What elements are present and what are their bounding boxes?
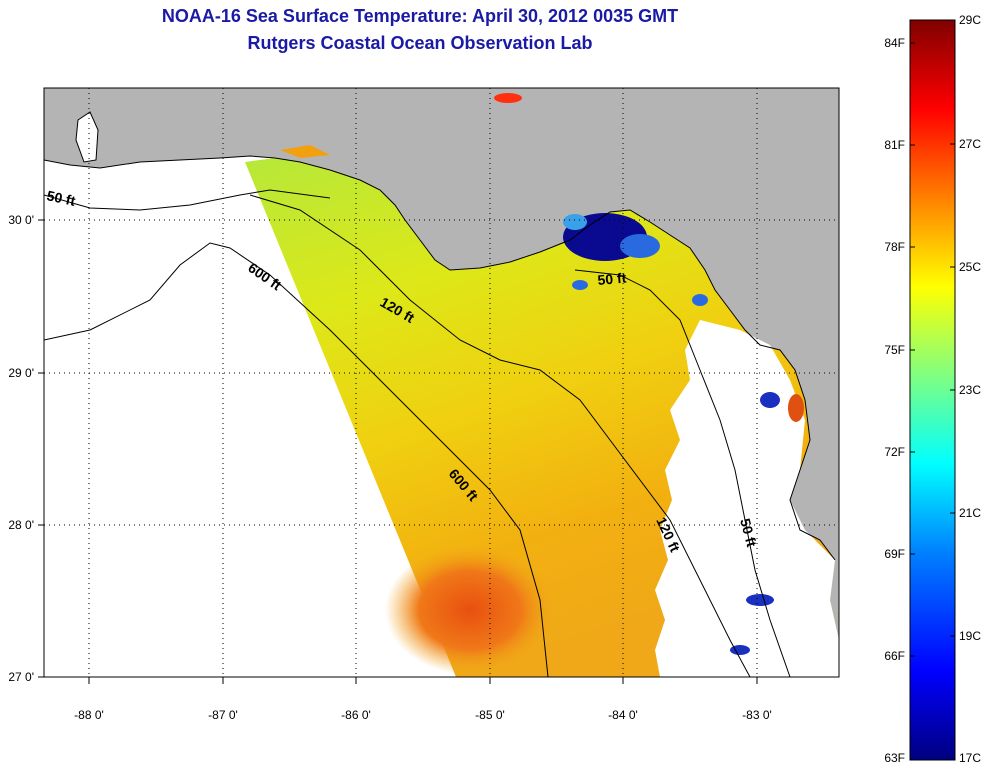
colorbar-c-label: 17C bbox=[959, 751, 981, 765]
colorbar-c-label: 27C bbox=[959, 137, 981, 151]
coastline bbox=[44, 155, 836, 561]
colorbar-f-label: 81F bbox=[884, 138, 905, 152]
contour-label: 50 ft bbox=[597, 270, 627, 288]
warm-water-patch bbox=[385, 545, 555, 675]
graticule bbox=[44, 88, 839, 677]
mobile-bay bbox=[75, 111, 99, 163]
cool-water-patch bbox=[692, 294, 708, 306]
isobath-50ft-east bbox=[574, 269, 791, 677]
colorbar-f-label: 63F bbox=[884, 751, 905, 765]
colorbar-ticks bbox=[910, 19, 955, 657]
colorbar-c-label: 29C bbox=[959, 13, 981, 27]
cool-water-patch bbox=[572, 280, 588, 290]
inland-warm-spot bbox=[494, 93, 522, 103]
lat-label: 27 0' bbox=[8, 670, 34, 684]
colorbar-f-label: 78F bbox=[884, 240, 905, 254]
contour-label: 50 ft bbox=[737, 517, 760, 549]
lat-label: 28 0' bbox=[8, 518, 34, 532]
isobath-120ft bbox=[249, 194, 751, 677]
lon-label: -85 0' bbox=[475, 708, 505, 722]
colorbar bbox=[909, 19, 956, 761]
isobath-600ft bbox=[44, 242, 549, 677]
colorbar-c-label: 23C bbox=[959, 383, 981, 397]
cool-water-patch bbox=[746, 594, 774, 606]
colorbar-f-label: 69F bbox=[884, 547, 905, 561]
inland-warm-spot bbox=[280, 145, 330, 158]
cool-water-patch bbox=[620, 234, 660, 258]
colorbar-f-label: 75F bbox=[884, 343, 905, 357]
map-title: NOAA-16 Sea Surface Temperature: April 3… bbox=[161, 6, 679, 26]
lon-label: -88 0' bbox=[74, 708, 104, 722]
contour-label: 50 ft bbox=[45, 187, 77, 209]
colorbar-c-label: 21C bbox=[959, 506, 981, 520]
lon-label: -84 0' bbox=[608, 708, 638, 722]
colorbar-c-label: 19C bbox=[959, 629, 981, 643]
lon-label: -83 0' bbox=[742, 708, 772, 722]
lon-label: -86 0' bbox=[341, 708, 371, 722]
map-subtitle: Rutgers Coastal Ocean Observation Lab bbox=[247, 33, 593, 53]
colorbar-f-label: 84F bbox=[884, 36, 905, 50]
lon-label: -87 0' bbox=[208, 708, 238, 722]
colorbar-f-label: 66F bbox=[884, 649, 905, 663]
isobath-50ft-west bbox=[44, 189, 331, 211]
axis-ticks bbox=[38, 219, 758, 684]
cool-water-patch bbox=[730, 645, 750, 655]
warm-water-patch bbox=[788, 394, 804, 422]
colorbar-c-label: 25C bbox=[959, 260, 981, 274]
colorbar-f-label: 72F bbox=[884, 445, 905, 459]
cool-water-patch bbox=[760, 392, 780, 408]
lat-label: 30 0' bbox=[8, 213, 34, 227]
cool-water-patch bbox=[563, 214, 587, 230]
lat-label: 29 0' bbox=[8, 366, 34, 380]
map-border bbox=[43, 87, 840, 678]
